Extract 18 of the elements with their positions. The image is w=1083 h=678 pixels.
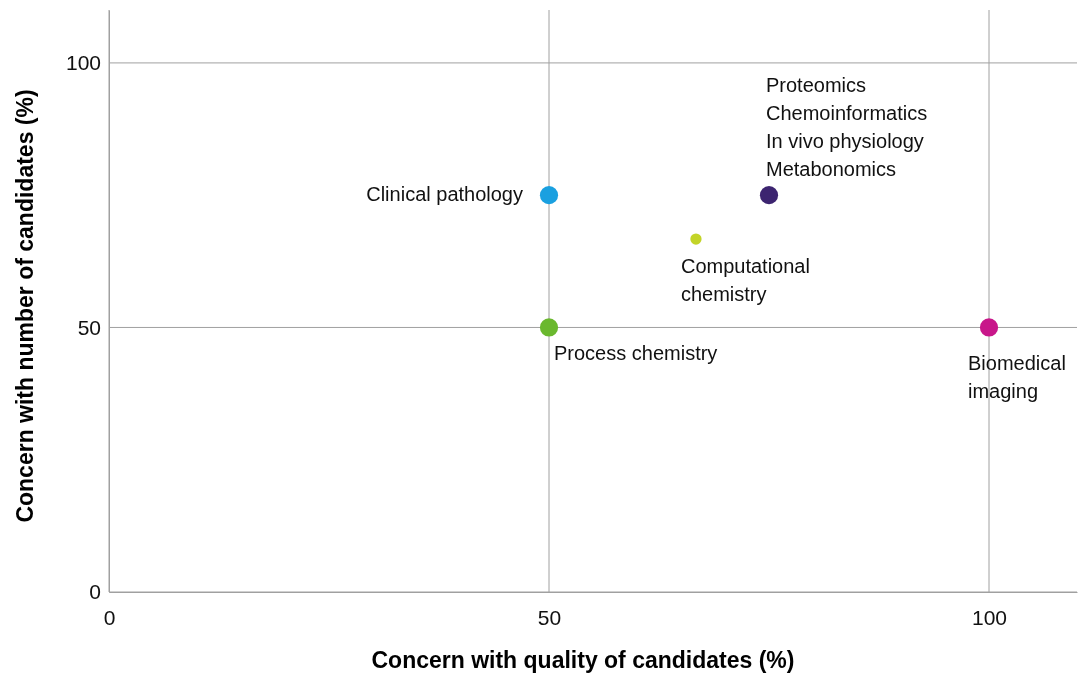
y-tick-label: 100 [65,51,101,75]
point [690,233,702,245]
point [979,318,999,337]
point [539,318,559,337]
y-tick-label: 0 [89,580,101,604]
x-tick-label: 0 [103,605,116,629]
annotation: Computational chemistry [680,255,810,306]
y-axis-title: Concern with number of candidates (%) [12,89,38,523]
x-axis-title: Concern with quality of candidates (%) [371,647,795,673]
x-tick-label: 100 [971,605,1008,629]
annotation: Process chemistry [554,342,718,365]
annotation: Biomedical imaging [968,352,1066,403]
annotation: Proteomics Chemoinformatics In vivo physiology Metabonomics [766,74,928,181]
annotation: Clinical pathology [366,183,523,206]
point [759,186,779,205]
x-tick-label: 50 [537,605,562,629]
y-tick-label: 50 [77,315,101,339]
point [539,186,559,205]
